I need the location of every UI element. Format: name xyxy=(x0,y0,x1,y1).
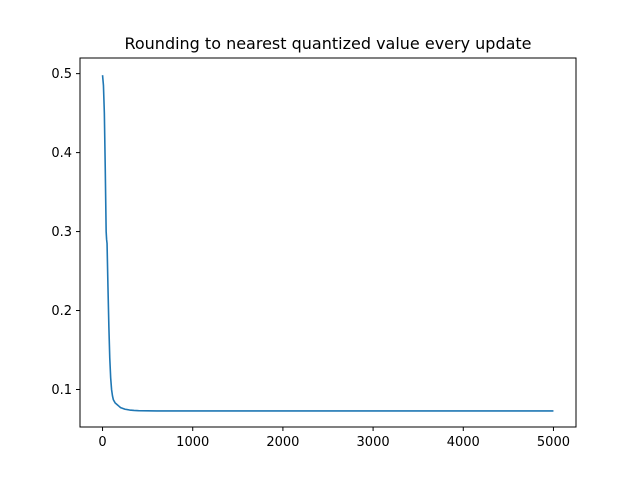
y-tick-label: 0.5 xyxy=(51,67,72,82)
y-tick-label: 0.3 xyxy=(51,225,72,240)
axes-frame xyxy=(79,57,577,428)
y-tick-label: 0.2 xyxy=(51,304,72,319)
y-tick-label: 0.4 xyxy=(51,146,72,161)
x-tick-label: 4000 xyxy=(447,435,480,450)
chart-title: Rounding to nearest quantized value ever… xyxy=(124,34,531,53)
x-tick-label: 1000 xyxy=(176,435,209,450)
y-tick-label: 0.1 xyxy=(51,383,72,398)
series-line-0 xyxy=(101,75,554,412)
x-tick-label: 3000 xyxy=(357,435,390,450)
x-tick-label: 5000 xyxy=(537,435,570,450)
x-tick-label: 0 xyxy=(98,435,106,450)
plot-area xyxy=(101,75,554,412)
x-tick-label: 2000 xyxy=(266,435,299,450)
